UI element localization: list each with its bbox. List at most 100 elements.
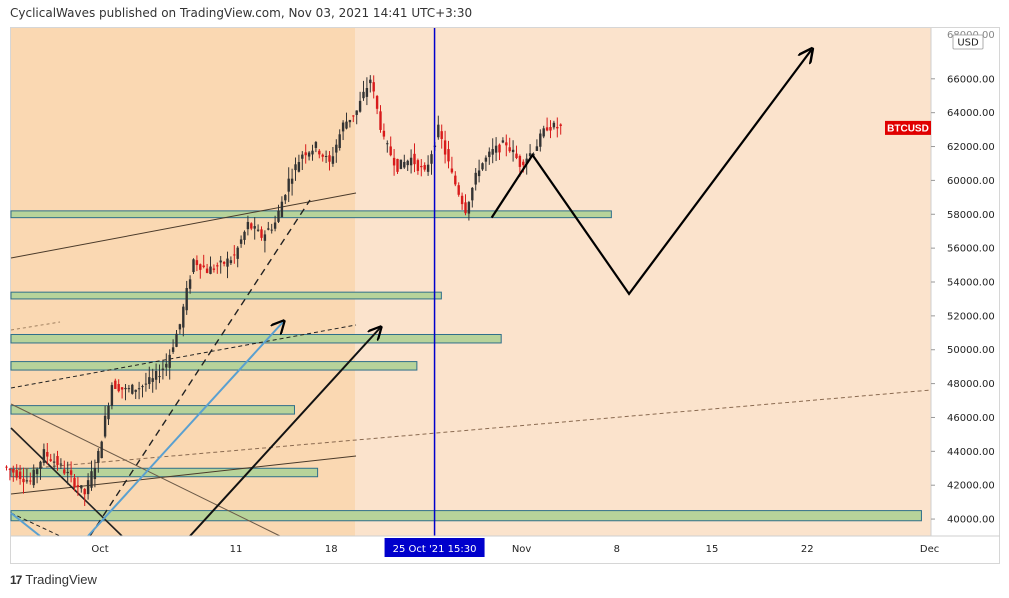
price-tick-label: 50000.00 [947,345,995,356]
trendline [10,512,61,537]
candle-body [110,385,114,406]
candle-body [199,264,202,270]
candle-body [32,469,35,486]
candle-body [297,162,301,172]
candle-body [413,153,416,165]
price-tick-label: 54000.00 [947,278,995,289]
price-tick-label: 44000.00 [947,447,995,458]
candle-body [539,133,542,147]
candle-body [467,202,471,214]
candle-body [542,128,545,137]
candle-body [260,229,263,238]
candle-body [202,265,205,268]
candle-body [56,456,59,465]
candle-body [464,202,467,214]
candle-body [233,254,236,256]
candle-body [131,384,134,394]
candle-body [5,466,8,468]
candle-body [314,142,318,148]
candle-body [287,178,290,192]
drawn-trendlines [10,192,932,537]
candle-body [416,160,420,171]
footer: 17 TradingView [10,572,97,587]
candle-body [290,178,294,184]
support-zone [10,291,442,300]
candle-body [192,259,195,273]
candle-body [236,247,239,259]
time-tick-label: 8 [614,544,620,555]
candle-body [209,266,212,274]
candle-body [25,480,29,482]
candle-body [12,469,15,473]
projection-arrow [490,50,812,296]
trendline [10,324,357,389]
candle-body [35,469,39,475]
candle-body [528,153,532,157]
candle-body [42,449,46,463]
candle-body [97,450,100,463]
candle-body [460,195,464,205]
currency-label: USD [957,38,979,49]
candle-body [396,158,399,172]
candle-body [161,368,165,371]
candle-body [515,153,518,159]
candle-body [29,480,32,482]
candle-body [49,459,52,461]
time-tick-label: Dec [920,544,939,555]
candle-body [212,268,216,270]
candle-body [158,376,161,378]
time-tick-label: Nov [512,544,532,555]
candle-body [175,333,178,347]
support-zones [10,210,922,522]
candle-body [137,388,141,390]
candle-body [471,187,474,201]
candle-body [423,165,426,170]
candle-body [222,261,226,264]
currency-badge[interactable]: USD [952,34,984,50]
last-price-label: BTCUSD [885,120,931,135]
price-axis: 40000.00 42000.00 44000.00 46000.00 48000.00… [931,30,995,526]
price-tick-label: 46000.00 [947,413,995,424]
candle-body [263,234,267,241]
candle-body [304,152,307,156]
candle-body [18,471,22,479]
candle-body [219,260,222,263]
candle-body [103,415,107,437]
candle-body [552,122,556,128]
candle-body [511,149,515,153]
candle-body [8,468,12,470]
candle-body [154,371,158,380]
candle-body [144,383,148,385]
candle-body [216,265,219,267]
candle-body [246,221,250,230]
candle-body [382,130,386,137]
support-zone [10,510,922,522]
candle-body [86,480,90,495]
candle-body [409,157,413,166]
candle-body [372,82,375,92]
candle-body [76,485,80,488]
candle-body [556,126,559,129]
candle-body [484,157,488,162]
candle-body [195,260,199,266]
trendline [10,192,357,259]
candle-body [392,157,396,166]
candle-body [501,140,505,143]
candle-body [338,134,341,148]
candle-body [474,172,477,185]
candle-body [406,160,409,166]
candle-body [494,145,498,153]
candle-body [205,268,209,273]
candle-body [15,470,18,478]
price-tick-label: 56000.00 [947,244,995,255]
candle-body [185,288,188,311]
projection-path [490,50,812,296]
blue-arrow [87,322,283,537]
candle-body [171,347,175,352]
time-tick-label: 11 [230,544,243,555]
candle-body [39,461,42,469]
candle-body [52,461,56,463]
blue-line [10,512,41,537]
support-zone [10,361,418,371]
